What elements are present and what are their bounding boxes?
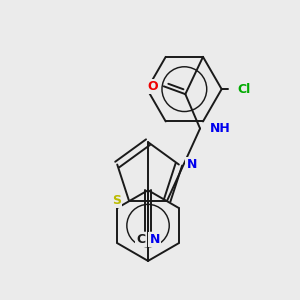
- Text: N: N: [187, 158, 197, 171]
- Text: S: S: [112, 194, 121, 207]
- Text: C: C: [136, 233, 146, 246]
- Text: N: N: [150, 233, 160, 246]
- Text: NH: NH: [210, 122, 231, 135]
- Text: Cl: Cl: [237, 82, 250, 96]
- Text: O: O: [147, 80, 158, 93]
